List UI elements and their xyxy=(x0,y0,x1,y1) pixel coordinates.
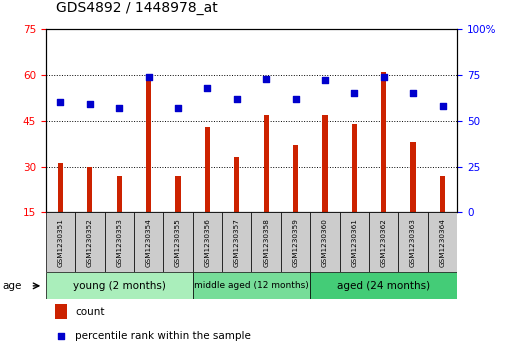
Bar xyxy=(381,72,387,212)
Text: GSM1230362: GSM1230362 xyxy=(380,218,387,267)
Bar xyxy=(105,212,134,272)
Point xyxy=(203,85,211,91)
Bar xyxy=(193,272,310,299)
Text: GSM1230353: GSM1230353 xyxy=(116,218,122,267)
Bar xyxy=(352,124,357,212)
Text: GSM1230351: GSM1230351 xyxy=(57,218,64,267)
Bar xyxy=(222,212,251,272)
Text: GDS4892 / 1448978_at: GDS4892 / 1448978_at xyxy=(56,0,217,15)
Text: percentile rank within the sample: percentile rank within the sample xyxy=(76,331,251,341)
Bar xyxy=(175,176,181,212)
Bar xyxy=(87,167,92,212)
Bar xyxy=(234,158,239,212)
Text: GSM1230352: GSM1230352 xyxy=(87,218,93,267)
Point xyxy=(233,96,241,102)
Bar xyxy=(58,163,63,212)
Bar xyxy=(322,115,328,212)
Bar xyxy=(55,304,67,319)
Point xyxy=(174,105,182,111)
Point xyxy=(379,74,388,79)
Point xyxy=(409,90,417,96)
Bar xyxy=(146,78,151,212)
Bar xyxy=(340,212,369,272)
Text: count: count xyxy=(76,307,105,317)
Bar xyxy=(46,272,193,299)
Text: GSM1230358: GSM1230358 xyxy=(263,218,269,267)
Bar xyxy=(251,212,281,272)
Text: age: age xyxy=(3,281,22,291)
Bar xyxy=(193,212,222,272)
Point xyxy=(56,99,65,105)
Bar xyxy=(440,176,445,212)
Bar xyxy=(369,212,398,272)
Text: GSM1230360: GSM1230360 xyxy=(322,218,328,267)
Point xyxy=(262,76,270,81)
Text: middle aged (12 months): middle aged (12 months) xyxy=(194,281,309,290)
Bar xyxy=(410,142,416,212)
Bar xyxy=(134,212,163,272)
Bar xyxy=(310,272,457,299)
Text: aged (24 months): aged (24 months) xyxy=(337,281,430,291)
Text: GSM1230361: GSM1230361 xyxy=(352,218,357,267)
Bar xyxy=(75,212,105,272)
Text: GSM1230363: GSM1230363 xyxy=(410,218,416,267)
Point xyxy=(86,101,94,107)
Point xyxy=(438,103,447,109)
Bar xyxy=(293,145,298,212)
Text: GSM1230354: GSM1230354 xyxy=(146,218,151,267)
Text: GSM1230357: GSM1230357 xyxy=(234,218,240,267)
Point xyxy=(144,74,152,79)
Bar xyxy=(163,212,193,272)
Text: young (2 months): young (2 months) xyxy=(73,281,166,291)
Point xyxy=(115,105,123,111)
Bar xyxy=(428,212,457,272)
Bar xyxy=(398,212,428,272)
Bar xyxy=(310,212,340,272)
Bar xyxy=(46,212,75,272)
Bar xyxy=(264,115,269,212)
Text: GSM1230359: GSM1230359 xyxy=(293,218,299,267)
Bar xyxy=(281,212,310,272)
Bar xyxy=(205,127,210,212)
Point xyxy=(351,90,359,96)
Point xyxy=(292,96,300,102)
Text: GSM1230356: GSM1230356 xyxy=(204,218,210,267)
Point xyxy=(57,333,65,339)
Text: GSM1230364: GSM1230364 xyxy=(439,218,446,267)
Point xyxy=(321,77,329,83)
Bar xyxy=(116,176,122,212)
Text: GSM1230355: GSM1230355 xyxy=(175,218,181,267)
